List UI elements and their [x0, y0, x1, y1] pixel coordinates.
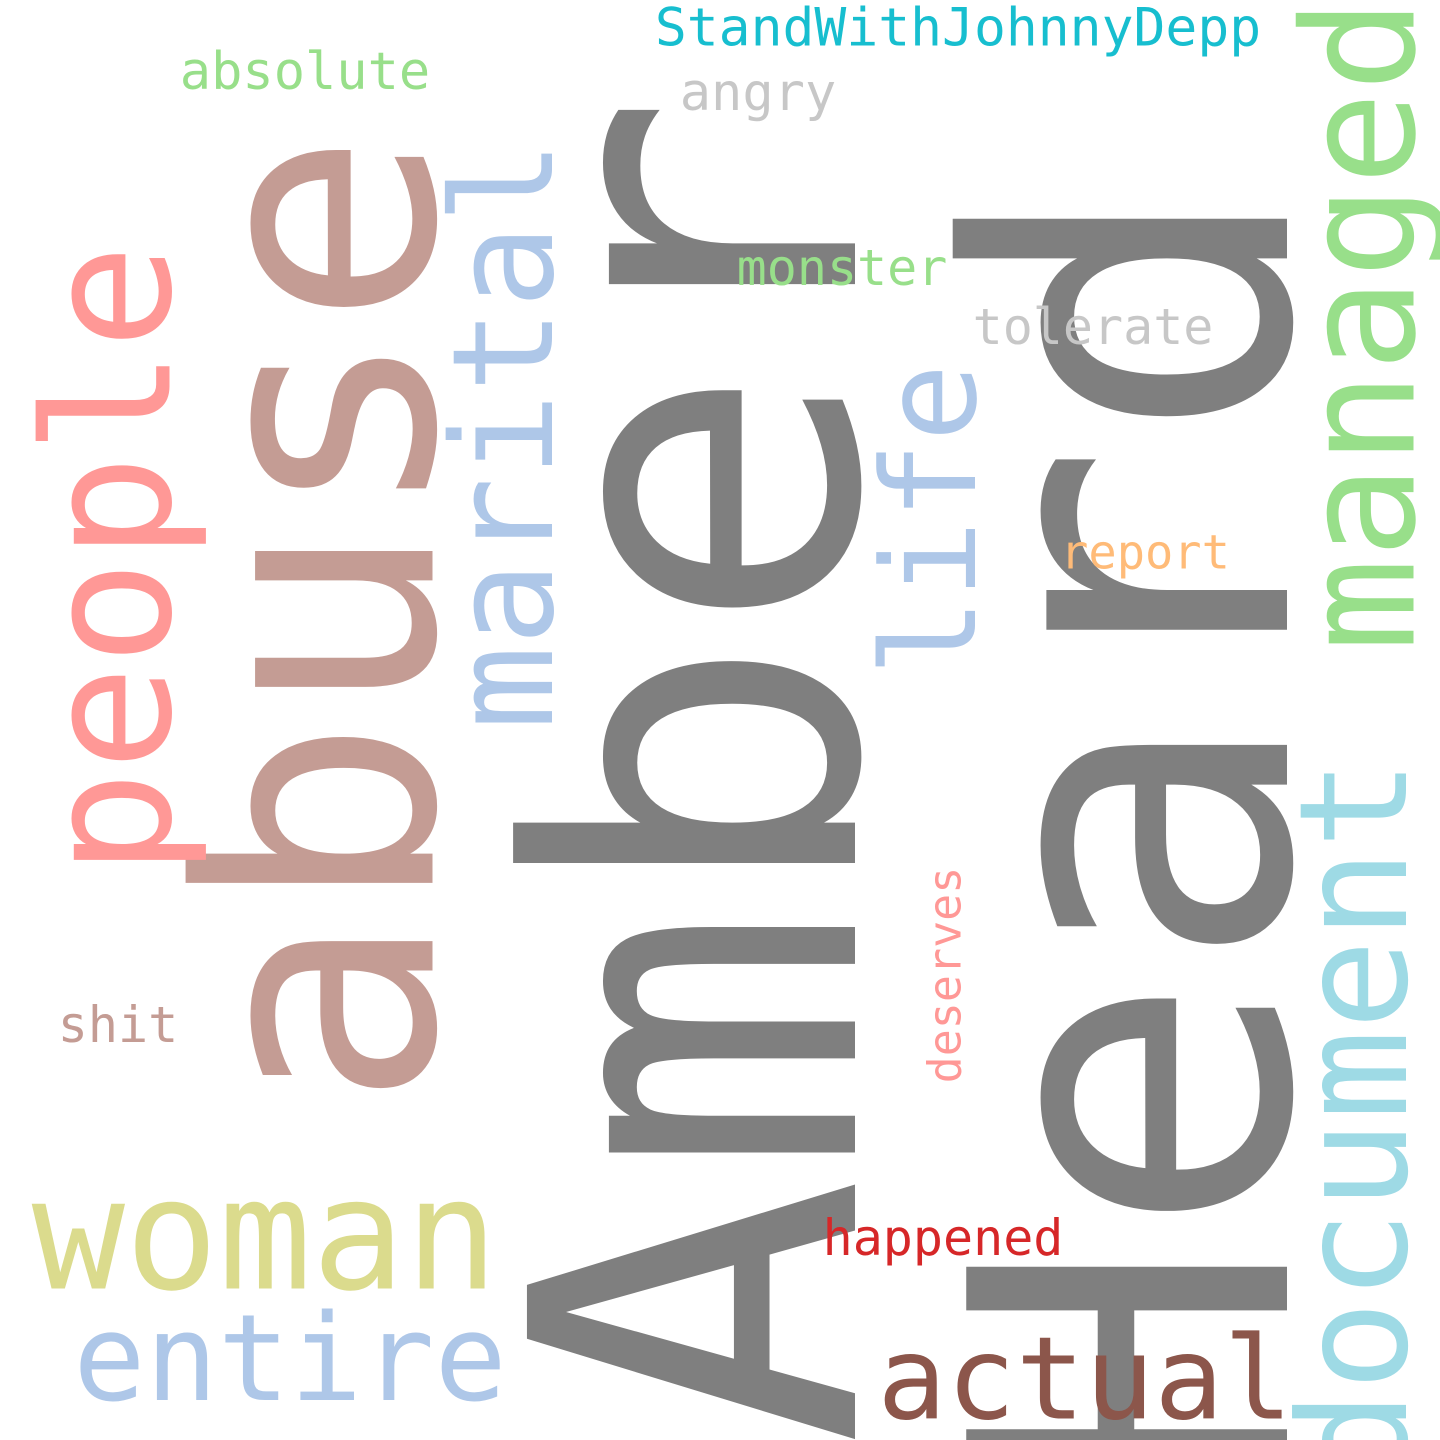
word-people: people — [8, 243, 212, 877]
word-monster: monster — [736, 239, 948, 297]
word-actual: actual — [877, 1312, 1293, 1440]
word-angry: angry — [679, 63, 837, 123]
word-woman: woman — [31, 1144, 499, 1326]
word-tolerate: tolerate — [972, 298, 1214, 356]
word-shit: shit — [57, 996, 179, 1054]
word-entire: entire — [73, 1290, 507, 1429]
word-life: life — [854, 363, 1006, 677]
word-deserves: deserves — [918, 866, 972, 1084]
word-report: report — [1060, 525, 1230, 581]
word-marital: marital — [423, 139, 586, 731]
word-document: document — [1268, 758, 1440, 1440]
word-absolute: absolute — [179, 42, 431, 102]
word-standwithjohnnydepp: StandWithJohnnyDepp — [654, 0, 1262, 59]
word-happened: happened — [822, 1209, 1064, 1267]
word-managed: managed — [1269, 0, 1440, 652]
